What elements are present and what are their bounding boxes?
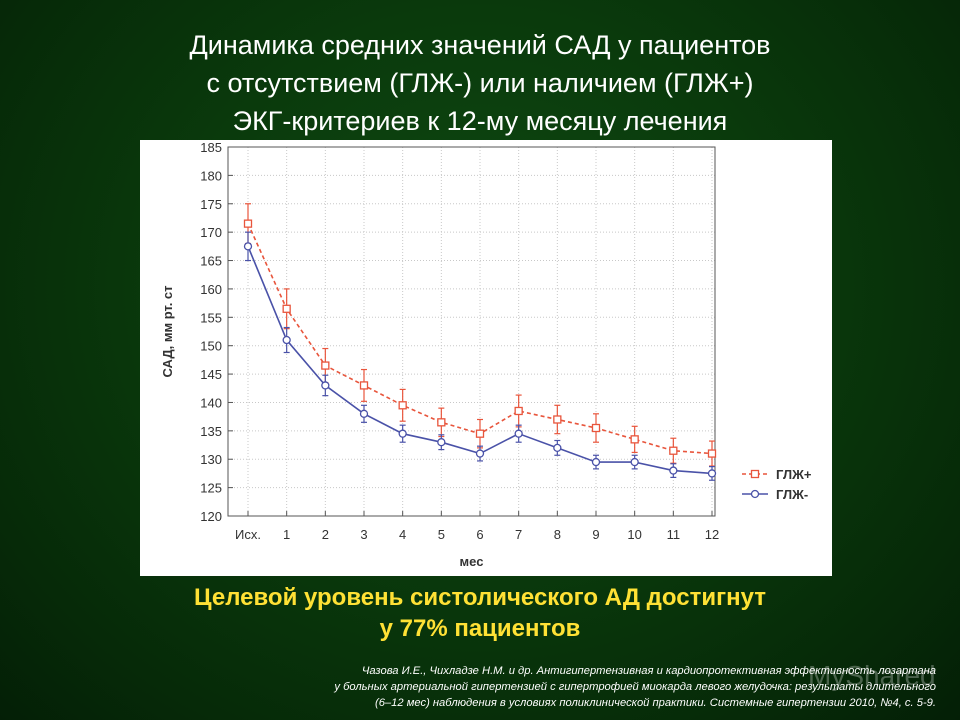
watermark-logo: MyShared [808, 660, 936, 691]
citation-line-3: (6–12 мес) наблюдения в условиях поликли… [374, 697, 936, 709]
data-point [475, 429, 485, 438]
legend-label: ГЛЖ- [776, 487, 808, 502]
data-point [359, 381, 369, 390]
slide-title: Динамика средних значений САД у пациенто… [0, 26, 960, 140]
data-point [321, 381, 330, 390]
y-tick-label: 185 [200, 140, 222, 155]
title-line-3: ЭКГ-критериев к 12-му месяцу лечения [232, 106, 728, 136]
data-point [591, 423, 601, 433]
chart-panel: 120 125 130 135 140 145 150 155 160 165 170 175 180 1… [140, 140, 832, 576]
data-point [514, 429, 523, 438]
x-tick-label: 10 [627, 527, 641, 542]
x-tick-label: 2 [322, 527, 329, 542]
y-tick-label: 165 [200, 254, 222, 269]
y-tick-label: 145 [200, 367, 222, 382]
title-line-2: с отсутствием (ГЛЖ-) или наличием (ГЛЖ+) [206, 68, 754, 98]
citation-line-2: у больных артериальной гипертензией с ги… [334, 681, 936, 693]
plot-frame [227, 146, 716, 517]
x-tick-label: 8 [554, 527, 561, 542]
title-line-1: Динамика средних значений САД у пациенто… [189, 30, 771, 60]
data-point [591, 457, 601, 467]
y-tick-label: 160 [200, 282, 222, 297]
y-tick-label: 175 [200, 197, 222, 212]
x-tick-label: 1 [283, 527, 290, 542]
legend-marker [750, 489, 760, 499]
data-point [243, 219, 253, 228]
legend-marker [750, 469, 760, 479]
x-tick-label: 4 [399, 527, 406, 542]
data-point [437, 438, 446, 447]
data-point [475, 449, 485, 458]
x-tick-label: 7 [515, 527, 522, 542]
y-tick-label: 125 [200, 481, 222, 496]
y-tick-label: 130 [200, 452, 222, 467]
data-point [669, 446, 678, 455]
data-point [282, 304, 291, 313]
x-tick-label: 6 [476, 527, 483, 542]
x-tick-label: 3 [360, 527, 367, 542]
y-tick-label: 140 [200, 395, 222, 410]
data-point [630, 435, 639, 444]
y-tick-label: 155 [200, 310, 222, 325]
data-point [282, 335, 291, 345]
y-tick-label: 135 [200, 424, 222, 439]
y-tick-label: 170 [200, 225, 222, 240]
data-point [514, 406, 523, 416]
x-tick-label: 9 [592, 527, 599, 542]
data-point [398, 401, 407, 410]
x-tick-label: 11 [667, 527, 681, 542]
x-tick-label: 5 [438, 527, 445, 542]
data-point [321, 361, 330, 370]
citation: Чазова И.Е., Чихладзе Н.М. и др. Антигип… [0, 663, 936, 711]
result-subtitle: Целевой уровень систолического АД достиг… [0, 582, 960, 644]
subtitle-line-2: у 77% пациентов [379, 615, 581, 642]
data-point [398, 429, 407, 438]
data-point [553, 415, 562, 424]
x-tick-label: 12 [705, 527, 719, 542]
y-tick-label: 180 [200, 168, 222, 183]
citation-line-1: Чазова И.Е., Чихладзе Н.М. и др. Антигип… [361, 665, 936, 677]
data-point [630, 457, 639, 467]
subtitle-line-1: Целевой уровень систолического АД достиг… [194, 584, 766, 611]
data-point [243, 242, 253, 251]
data-point [437, 418, 446, 427]
data-point [553, 443, 562, 453]
data-point [707, 469, 717, 478]
x-tick-label: Исх. [235, 527, 261, 542]
data-point [707, 449, 717, 458]
y-tick-label: 120 [200, 509, 222, 524]
data-point [669, 466, 678, 475]
legend-label: ГЛЖ+ [776, 467, 812, 482]
data-point [359, 409, 369, 418]
y-axis-label: САД, мм рт. ст [160, 285, 175, 377]
y-tick-label: 150 [200, 339, 222, 354]
sad-line-chart: 1201251301351401451501551601651701751801… [160, 140, 812, 569]
x-axis-label: мес [460, 554, 484, 569]
